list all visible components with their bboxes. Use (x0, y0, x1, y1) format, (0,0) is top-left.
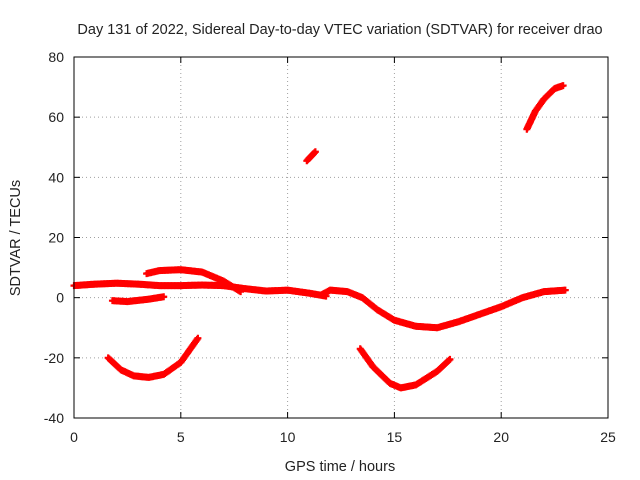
data-point (237, 288, 245, 296)
data-point (561, 286, 569, 294)
x-tick-label: 15 (387, 429, 403, 445)
y-tick-label: -40 (44, 410, 64, 426)
y-tick-label: 40 (48, 169, 64, 185)
y-tick-label: -20 (44, 350, 64, 366)
x-tick-label: 25 (600, 429, 616, 445)
data-point (160, 293, 168, 301)
data-point (311, 148, 319, 156)
x-tick-label: 20 (493, 429, 509, 445)
y-tick-label: 20 (48, 230, 64, 246)
x-tick-label: 5 (177, 429, 185, 445)
x-tick-label: 10 (280, 429, 296, 445)
x-axis-label: GPS time / hours (285, 459, 395, 475)
y-tick-label: 0 (56, 290, 64, 306)
series-lower-arc-2 (356, 345, 454, 392)
data-series (70, 82, 569, 392)
grid-lines (74, 57, 608, 418)
data-point (194, 334, 202, 342)
y-tick-label: 80 (48, 49, 64, 65)
data-point (446, 355, 454, 363)
y-tick-label: 60 (48, 109, 64, 125)
chart-title: Day 131 of 2022, Sidereal Day-to-day VTE… (77, 22, 602, 38)
series-main-band-2 (318, 286, 569, 332)
series-low-segment (108, 293, 168, 306)
series-upper-arc (143, 266, 245, 296)
axis-ticks: 0 5 10 15 20 25 -40 -20 0 20 40 60 80 (44, 49, 616, 445)
y-axis-label: SDTVAR / TECUs (8, 180, 24, 296)
data-point (559, 82, 567, 90)
series-lower-arc-1 (104, 334, 202, 381)
x-tick-label: 0 (70, 429, 78, 445)
series-main-band-1 (70, 279, 330, 300)
series-upper-right-arc (523, 82, 567, 133)
series-short-high (303, 148, 319, 165)
